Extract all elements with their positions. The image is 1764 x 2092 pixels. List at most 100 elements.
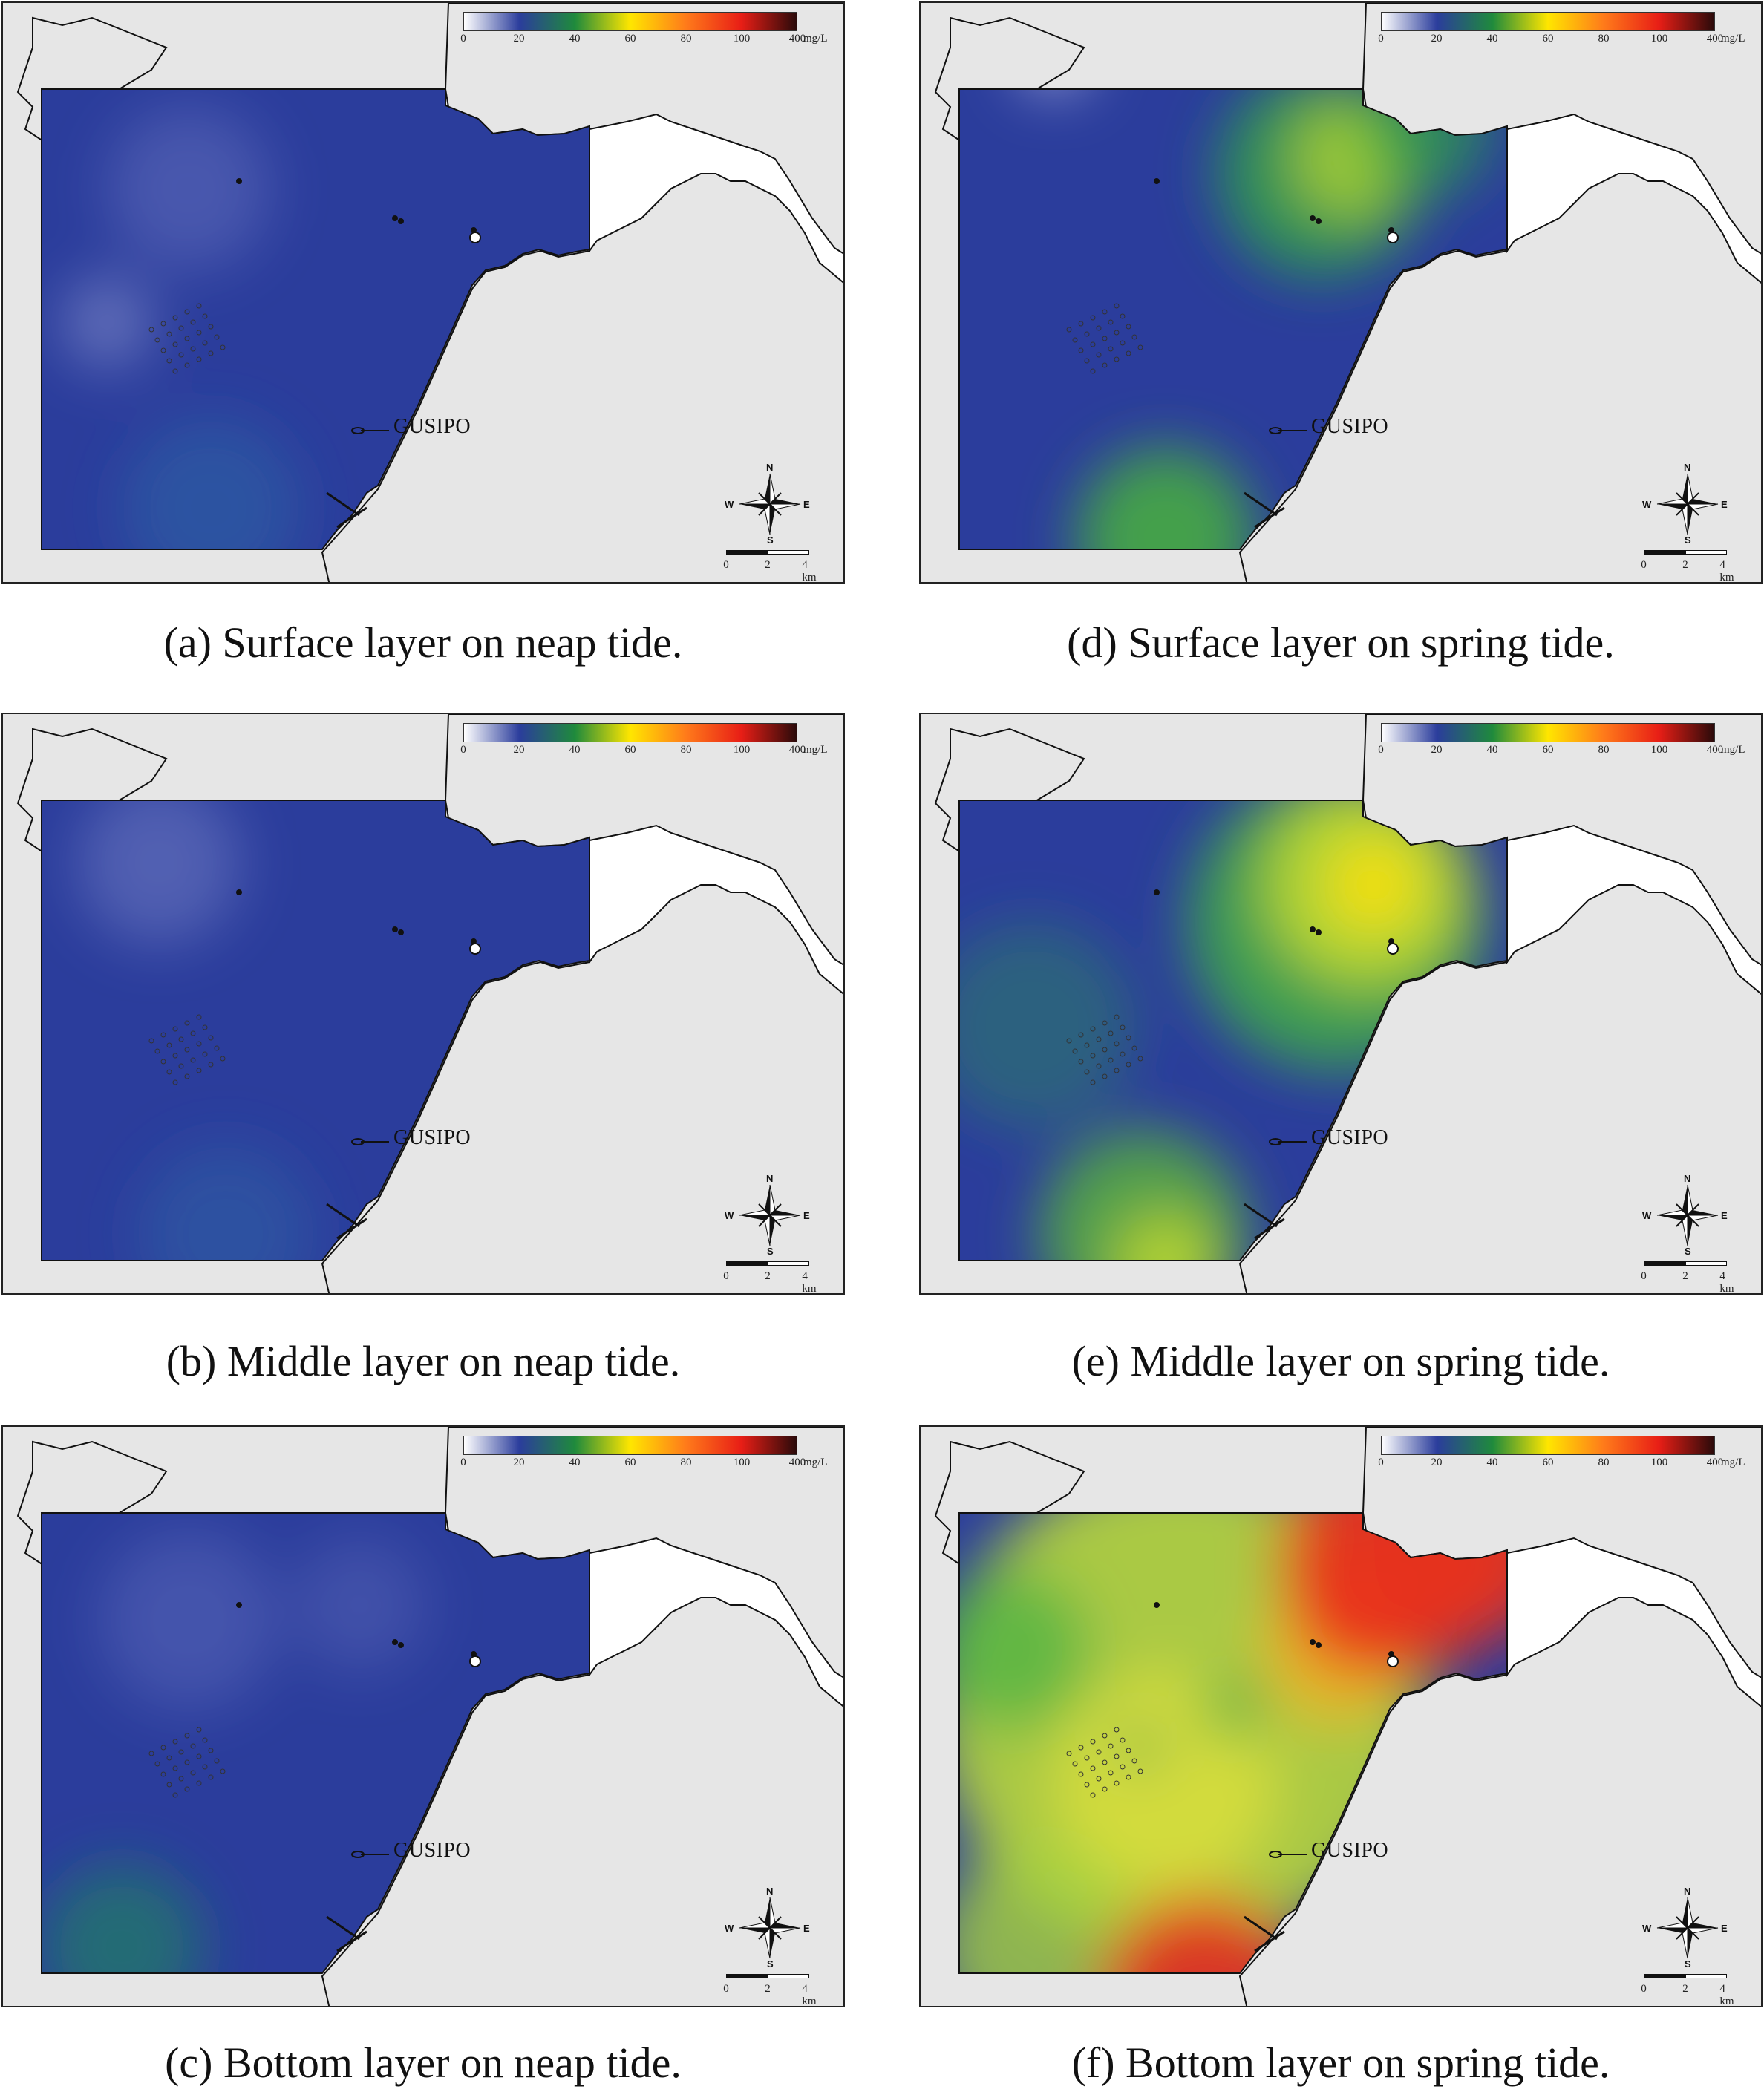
station-dot <box>1120 1051 1126 1057</box>
caption-b: (b) Middle layer on neap tide. <box>166 1337 681 1385</box>
scale-bar: 0 2 4 km <box>723 550 817 582</box>
concentration-blob <box>293 1538 426 1672</box>
station-label: GUSIPO <box>393 1839 471 1862</box>
station-dot <box>1084 331 1090 337</box>
legend-tick-label: 400 <box>788 744 806 756</box>
station-dot <box>202 1737 208 1743</box>
concentration-legend: 0 20 40 60 80 100 400 mg/L <box>460 12 828 49</box>
scale-bar: 0 2 4 km <box>723 1261 817 1293</box>
scale-tick-label: 2 <box>1682 559 1688 571</box>
legend-colorbar <box>463 723 797 742</box>
station-dot <box>1090 368 1096 374</box>
island <box>1387 232 1399 243</box>
legend-tick-label: 0 <box>460 33 466 45</box>
station-dot <box>184 1047 190 1053</box>
legend-unit: mg/L <box>803 33 828 45</box>
compass-rose-icon: N S E W <box>725 462 811 546</box>
station-dot <box>1120 1764 1126 1770</box>
station-marker <box>351 427 365 434</box>
island <box>1310 215 1316 221</box>
legend-tick-label: 40 <box>569 1457 581 1468</box>
legend-tick-label: 80 <box>680 1457 692 1468</box>
station-dot <box>1090 1792 1096 1798</box>
legend-tick-label: 80 <box>1598 1457 1610 1468</box>
station-dot <box>1090 341 1096 347</box>
station-label: GUSIPO <box>1311 1839 1389 1862</box>
station-marker <box>1269 1851 1282 1858</box>
legend-tick-label: 60 <box>624 744 636 756</box>
concentration-blob <box>137 1145 315 1261</box>
legend-tick-label: 20 <box>513 744 525 756</box>
concentration-legend: 0 20 40 60 80 100 400 mg/L <box>1378 12 1745 49</box>
station-label: GUSIPO <box>393 415 471 438</box>
station-dot <box>1108 1030 1114 1036</box>
station-dot <box>172 1026 178 1032</box>
breakwater <box>1244 1915 1285 1952</box>
legend-tick-label: 80 <box>1598 33 1610 45</box>
legend-unit: mg/L <box>803 1457 828 1468</box>
island <box>1316 218 1322 224</box>
station-dot <box>166 1042 172 1048</box>
scale-bar: 0 2 4 km <box>1641 1974 1734 2006</box>
caption-e: (e) Middle layer on spring tide. <box>1071 1337 1610 1385</box>
legend-tick-label: 40 <box>569 744 581 756</box>
compass-w-label: W <box>725 1923 734 1934</box>
station-dot <box>1108 319 1114 325</box>
concentration-blob <box>959 1843 1143 1973</box>
compass-rose-icon: N S E W <box>725 1886 811 1970</box>
scale-bar-segment <box>1685 1261 1727 1266</box>
station-dot <box>1102 1020 1108 1026</box>
station-dot <box>1108 1743 1114 1749</box>
compass-s-label: S <box>767 1958 774 1970</box>
station-dot <box>1102 309 1108 315</box>
island <box>1154 1602 1160 1608</box>
concentration-map <box>934 1427 1761 2006</box>
concentration-blob <box>1114 1212 1218 1261</box>
compass-s-label: S <box>1685 1246 1691 1257</box>
station-dot <box>1078 1771 1084 1777</box>
compass-rose-icon: N S E W <box>1642 1886 1728 1970</box>
compass-w-label: W <box>1642 1210 1652 1221</box>
station-dot <box>178 325 184 331</box>
scale-bar-segment <box>768 1974 809 1978</box>
station-dot <box>154 1048 160 1054</box>
concentration-map <box>934 714 1761 1293</box>
station-dot <box>148 1751 154 1756</box>
station-dot <box>160 1771 166 1777</box>
station-dot <box>196 1727 202 1733</box>
legend-colorbar <box>1381 723 1715 742</box>
island <box>1316 929 1322 935</box>
legend-ticks: 0 20 40 60 80 100 400 <box>460 31 806 49</box>
station-dot <box>196 1068 202 1073</box>
station-dot <box>196 330 202 336</box>
station-dot <box>190 1057 196 1063</box>
station-dot <box>184 336 190 341</box>
station-dot <box>1120 340 1126 346</box>
station-dot <box>160 1032 166 1038</box>
station-dot <box>1078 1032 1084 1038</box>
station-dot <box>1108 1770 1114 1776</box>
station-dot <box>208 350 214 356</box>
legend-tick-label: 80 <box>1598 744 1610 756</box>
station-dot <box>1114 356 1120 362</box>
concentration-legend: 0 20 40 60 80 100 400 mg/L <box>460 723 828 760</box>
station-dot <box>1114 1753 1120 1759</box>
coastline <box>41 1512 590 1974</box>
station-dot <box>1096 1036 1102 1042</box>
station-dot <box>184 1020 190 1026</box>
concentration-map <box>934 3 1761 582</box>
station-dot <box>202 1051 208 1057</box>
compass-e-label: E <box>1721 499 1728 510</box>
station-dot <box>1131 1045 1137 1051</box>
compass-e-label: E <box>1721 1210 1728 1221</box>
station-dot <box>190 1030 196 1036</box>
compass-s-label: S <box>1685 535 1691 546</box>
station-dot <box>1084 1069 1090 1075</box>
concentration-blob <box>1117 1724 1162 1768</box>
station-dot <box>1078 321 1084 327</box>
station-dot <box>1096 1063 1102 1069</box>
concentration-blob <box>62 278 151 367</box>
concentration-legend: 0 20 40 60 80 100 400 mg/L <box>1378 723 1745 760</box>
concentration-legend: 0 20 40 60 80 100 400 mg/L <box>1378 1436 1745 1473</box>
scale-bar-segment <box>1685 1974 1727 1978</box>
